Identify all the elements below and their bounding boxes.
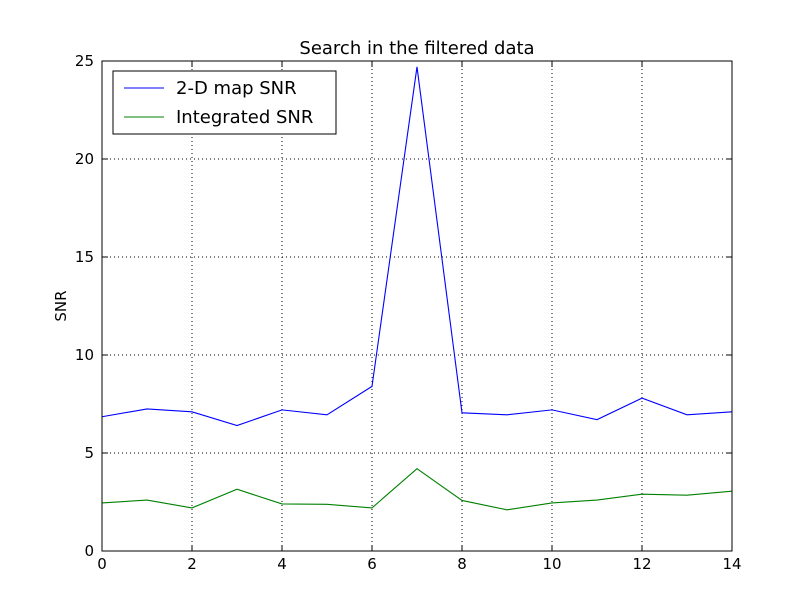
x-tick-label: 8 [457,555,467,573]
x-tick-label: 10 [542,555,561,573]
y-tick-label: 15 [75,248,94,266]
x-tick-label: 6 [367,555,377,573]
series-line-1 [101,66,733,427]
y-tick-label: 20 [75,150,94,168]
chart-title: Search in the filtered data [299,38,534,59]
y-axis-label: SNR [52,290,70,321]
series-line-2 [101,467,733,511]
x-tick-label: 12 [632,555,651,573]
y-tick-label: 25 [75,52,94,70]
plot-frame [101,60,733,552]
y-tick-label: 10 [75,346,94,364]
y-tick-label: 0 [84,542,94,560]
x-tick-label: 2 [187,555,197,573]
y-tick-label: 5 [84,444,94,462]
legend-box [112,70,337,135]
x-tick-label: 0 [97,555,107,573]
series-lines [101,66,733,511]
legend-label: 2-D map SNR [176,78,297,99]
x-tick-label: 14 [722,555,741,573]
axis-ticks: 0 2 4 6 8 10 12 14 0 5 10 15 20 25 [75,52,742,573]
legend-label: Integrated SNR [176,107,313,128]
legend: 2-D map SNR Integrated SNR [112,70,337,135]
x-tick-label: 4 [277,555,287,573]
